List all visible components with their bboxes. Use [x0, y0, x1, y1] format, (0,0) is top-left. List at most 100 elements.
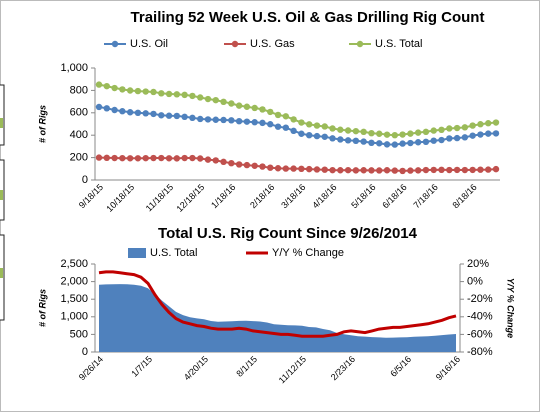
- marker: [337, 167, 344, 174]
- line: [98, 270, 457, 338]
- marker: [407, 167, 414, 174]
- marker: [305, 121, 313, 128]
- y-tick-label: 1,500: [60, 293, 88, 305]
- marker: [95, 103, 103, 111]
- marker: [235, 102, 243, 109]
- marker: [329, 135, 336, 142]
- marker: [469, 166, 476, 174]
- legend-swatch: [231, 40, 239, 48]
- y2-tick-label: -80%: [467, 346, 493, 358]
- marker: [391, 132, 399, 139]
- marker: [453, 134, 461, 142]
- marker: [212, 96, 219, 104]
- marker: [313, 132, 321, 140]
- marker: [344, 166, 352, 174]
- marker: [383, 141, 391, 148]
- marker: [173, 155, 181, 162]
- marker: [492, 130, 500, 137]
- marker: [430, 137, 437, 144]
- marker: [329, 166, 336, 174]
- marker: [438, 126, 445, 134]
- marker: [196, 115, 204, 123]
- marker: [305, 165, 313, 173]
- marker: [321, 133, 328, 140]
- marker: [438, 136, 445, 144]
- marker: [446, 135, 453, 142]
- marker: [321, 123, 328, 130]
- y-axis-label: # of Rigs: [37, 289, 47, 327]
- marker: [368, 167, 375, 174]
- marker: [399, 131, 406, 138]
- marker: [196, 94, 204, 101]
- marker: [414, 167, 422, 174]
- marker: [407, 130, 414, 137]
- marker: [290, 127, 297, 135]
- marker: [134, 87, 142, 95]
- legend-swatch: [356, 40, 364, 48]
- y-tick-label: 500: [70, 328, 88, 340]
- y2-axis-label: Y/Y % Change: [506, 278, 516, 338]
- marker: [477, 166, 484, 173]
- y-tick-label: 400: [70, 129, 88, 141]
- y2-tick-label: -20%: [467, 293, 493, 305]
- marker: [235, 161, 243, 168]
- marker: [165, 112, 173, 119]
- marker: [173, 112, 181, 120]
- marker: [103, 105, 110, 112]
- marker: [298, 130, 305, 137]
- chart-title: Total U.S. Rig Count Since 9/26/2014: [158, 225, 418, 242]
- marker: [142, 88, 149, 95]
- y-tick-label: 0: [82, 346, 88, 358]
- marker: [150, 154, 157, 162]
- marker: [352, 127, 360, 135]
- marker: [126, 155, 134, 162]
- y-tick-label: 2,000: [60, 276, 88, 288]
- y2-tick-label: -60%: [467, 328, 493, 340]
- marker: [446, 166, 453, 174]
- legend-swatch: [111, 40, 119, 48]
- y2-tick-label: 0%: [467, 276, 483, 288]
- legend-label: U.S. Gas: [250, 38, 295, 50]
- marker: [477, 121, 484, 128]
- marker: [430, 166, 437, 174]
- marker: [376, 140, 383, 147]
- marker: [228, 100, 235, 107]
- marker: [360, 128, 367, 136]
- marker: [126, 87, 134, 94]
- marker: [438, 166, 445, 174]
- line: [98, 106, 497, 146]
- marker: [111, 106, 118, 114]
- marker: [181, 91, 188, 99]
- marker: [204, 156, 212, 163]
- marker: [189, 92, 196, 100]
- marker: [212, 157, 219, 164]
- marker: [485, 166, 492, 173]
- marker: [243, 103, 251, 110]
- legend-label: U.S. Total: [150, 247, 198, 259]
- side-mark: [0, 190, 3, 200]
- marker: [461, 134, 469, 141]
- marker: [422, 128, 430, 136]
- marker: [142, 154, 149, 162]
- marker: [134, 109, 142, 117]
- marker: [352, 167, 360, 174]
- marker: [492, 165, 500, 173]
- marker: [282, 124, 290, 131]
- marker: [399, 140, 406, 147]
- marker: [119, 108, 126, 115]
- marker: [274, 111, 282, 119]
- marker: [173, 91, 181, 98]
- marker: [228, 160, 235, 167]
- marker: [290, 116, 297, 123]
- y-tick-label: 0: [82, 174, 88, 186]
- marker: [259, 106, 266, 113]
- chart-title: Trailing 52 Week U.S. Oil & Gas Drilling…: [131, 9, 485, 26]
- marker: [267, 121, 274, 128]
- marker: [126, 109, 134, 116]
- marker: [368, 139, 375, 147]
- marker: [189, 114, 196, 122]
- marker: [259, 119, 266, 127]
- marker: [329, 125, 336, 132]
- marker: [228, 117, 235, 124]
- marker: [158, 154, 165, 162]
